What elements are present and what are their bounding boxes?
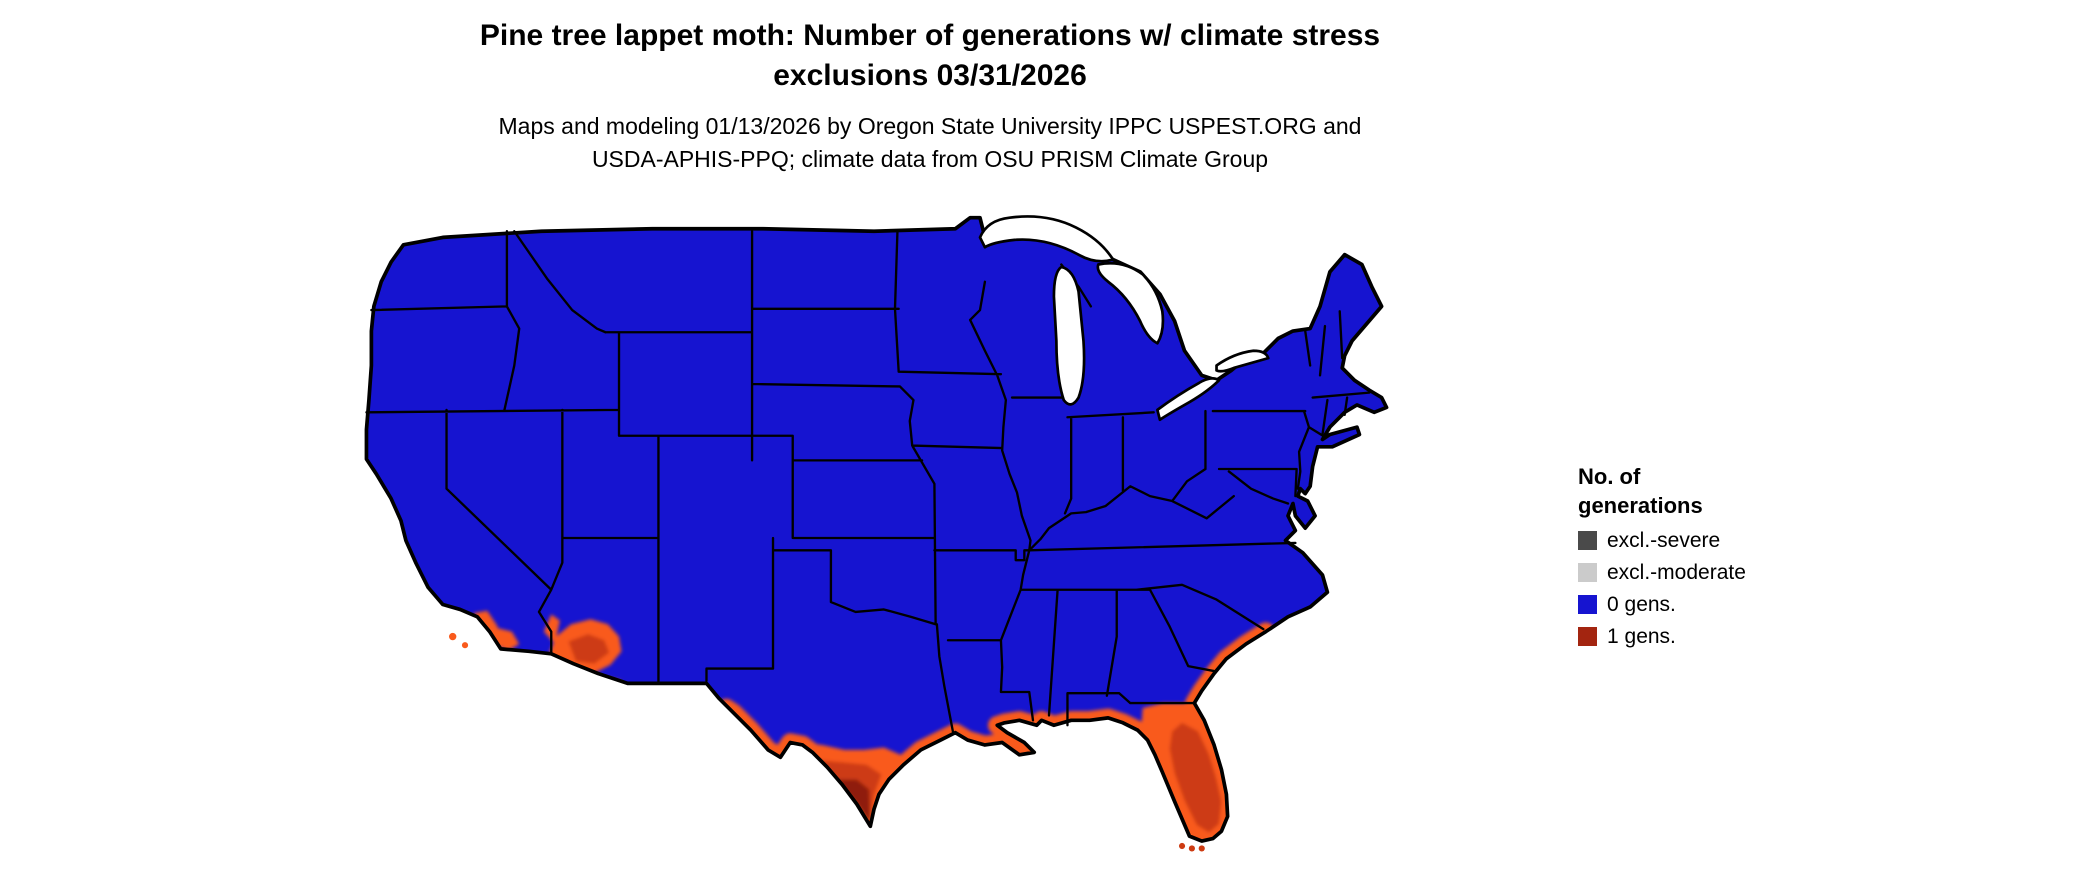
legend-item-0-gens: 0 gens. (1578, 592, 1838, 617)
legend-swatch-excl-severe (1578, 531, 1597, 550)
legend-item-1-gens: 1 gens. (1578, 624, 1838, 649)
lake-ontario (1215, 349, 1270, 373)
lake-superior (978, 215, 1115, 263)
us-outline (364, 215, 1389, 843)
map-legend: No. of generations excl.-severe excl.-mo… (1578, 462, 1838, 656)
legend-swatch-1-gens (1578, 627, 1597, 646)
header: Pine tree lappet moth: Number of generat… (0, 16, 1860, 176)
florida-keys-dot (1188, 845, 1195, 852)
legend-title: No. of generations (1578, 462, 1838, 520)
page-subtitle-line1: Maps and modeling 01/13/2026 by Oregon S… (498, 113, 1362, 139)
legend-label-1-gens: 1 gens. (1607, 625, 1676, 648)
us-generations-map (295, 193, 1527, 883)
state-borders (365, 230, 1371, 733)
page-subtitle-line2: USDA-APHIS-PPQ; climate data from OSU PR… (591, 146, 1269, 172)
lake-huron (1096, 261, 1165, 345)
legend-item-excl-severe: excl.-severe (1578, 528, 1838, 553)
legend-label-0-gens: 0 gens. (1607, 593, 1676, 616)
page-subtitle: Maps and modeling 01/13/2026 by Oregon S… (0, 110, 1860, 176)
page-title: Pine tree lappet moth: Number of generat… (0, 16, 1860, 96)
us-map-svg (364, 215, 1389, 852)
lake-michigan (1052, 265, 1086, 406)
legend-label-excl-severe: excl.-severe (1607, 529, 1721, 552)
florida-keys-dot (1178, 842, 1186, 850)
arizona-dark-red (568, 634, 610, 664)
south-texas-dark-red (834, 779, 871, 824)
florida-keys-dot (1198, 845, 1205, 852)
channel-island-dot (449, 632, 457, 641)
legend-title-line2: generations (1578, 493, 1703, 518)
great-lakes (978, 215, 1270, 422)
page-title-line1: Pine tree lappet moth: Number of generat… (479, 19, 1381, 52)
socal-inland-orange (492, 626, 520, 652)
legend-title-line1: No. of (1578, 464, 1641, 489)
florida-dark-red (1169, 722, 1222, 833)
legend-label-excl-moderate: excl.-moderate (1607, 561, 1746, 584)
land-zero-generations (366, 217, 1387, 842)
legend-swatch-excl-moderate (1578, 563, 1597, 582)
channel-island-dot (461, 642, 469, 649)
offshore-warm-islands (449, 632, 1205, 852)
arizona-river-tail-orange (543, 614, 560, 644)
lake-erie (1156, 376, 1221, 422)
legend-swatch-0-gens (1578, 595, 1597, 614)
page-title-line2: exclusions 03/31/2026 (773, 59, 1087, 92)
legend-item-excl-moderate: excl.-moderate (1578, 560, 1838, 585)
